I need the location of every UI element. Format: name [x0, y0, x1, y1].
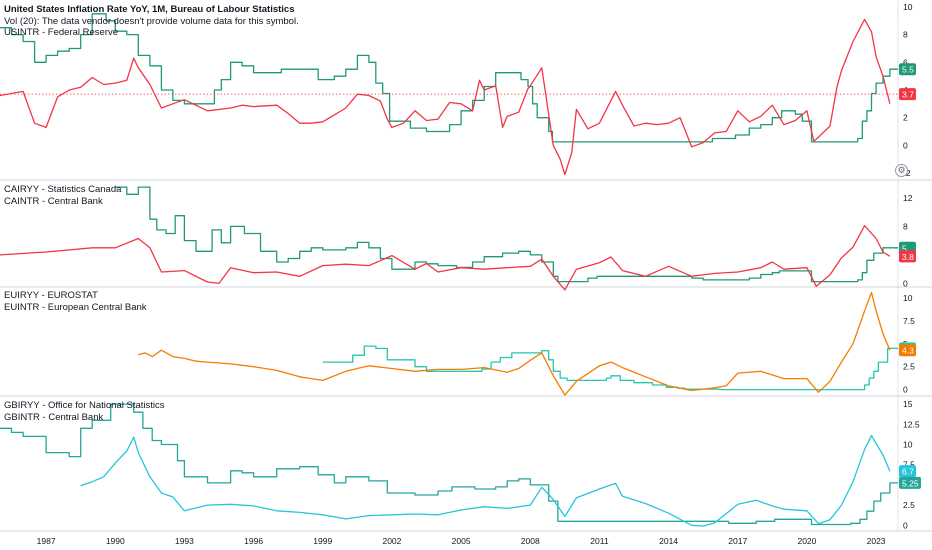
panel-2-legend: CAIRYY - Statistics Canada CAINTR - Cent… — [4, 184, 121, 207]
y-tick-label: 0 — [903, 278, 908, 288]
panel-3-legend: EUIRYY - EUROSTAT EUINTR - European Cent… — [4, 290, 147, 313]
series-line — [322, 345, 898, 391]
gear-icon[interactable]: ⚙ — [895, 164, 908, 177]
x-tick-label: 1990 — [106, 536, 125, 546]
last-value-badge — [899, 476, 921, 489]
y-tick-label: 10 — [903, 440, 913, 450]
y-tick-label: 8 — [903, 221, 908, 231]
x-tick-label: 2011 — [590, 536, 609, 546]
last-value-badge-label: 5.5 — [902, 65, 914, 75]
last-value-badge — [899, 88, 916, 101]
series-line — [80, 434, 891, 527]
y-tick-label: 7.5 — [903, 316, 915, 326]
y-tick-label: 2 — [903, 113, 908, 123]
x-tick-label: 1999 — [313, 536, 332, 546]
series-line — [0, 18, 891, 176]
y-tick-label: 12.5 — [903, 419, 920, 429]
last-value-badge-label: 6.7 — [902, 467, 914, 477]
legend-line: GBINTR - Central Bank — [4, 411, 104, 423]
y-tick-label: 2.5 — [903, 500, 915, 510]
series-line — [138, 291, 891, 396]
x-tick-label: 2020 — [797, 536, 816, 546]
series-line — [0, 225, 891, 291]
x-tick-label: 1987 — [37, 536, 56, 546]
x-tick-label: 2002 — [382, 536, 401, 546]
legend-line: Vol (20): The data vendor doesn't provid… — [4, 15, 299, 27]
series-line — [0, 403, 898, 526]
last-value-badge-label: 3.8 — [902, 252, 914, 262]
y-tick-label: 10 — [903, 2, 913, 12]
x-tick-label: 2023 — [867, 536, 886, 546]
legend-line: USINTR - Federal Reserve — [4, 27, 119, 38]
last-value-badge — [899, 250, 916, 263]
y-tick-label: 0 — [903, 140, 908, 150]
series-line — [0, 13, 898, 143]
x-tick-label: 2017 — [728, 536, 747, 546]
last-value-badge-label: 3.7 — [902, 90, 914, 100]
x-tick-label: 2005 — [452, 536, 471, 546]
x-tick-label: 1993 — [175, 536, 194, 546]
last-value-badge-label: 5.25 — [902, 478, 919, 488]
legend-line: GBIRYY - Office for National Statistics — [4, 400, 165, 411]
y-tick-label: 10 — [903, 293, 913, 303]
last-value-badge — [899, 63, 916, 76]
y-tick-label: 2.5 — [903, 362, 915, 372]
y-tick-label: 12 — [903, 193, 913, 203]
legend-line: United States Inflation Rate YoY, 1M, Bu… — [4, 4, 295, 15]
last-value-badge-label: 5 — [902, 243, 907, 253]
last-value-badge — [899, 465, 916, 478]
x-tick-label: 2008 — [521, 536, 540, 546]
last-value-badge-label: 4.3 — [902, 346, 914, 356]
y-tick-label: 15 — [903, 399, 913, 409]
legend-line: CAINTR - Central Bank — [4, 195, 103, 207]
legend-line: EUIRYY - EUROSTAT — [4, 290, 98, 301]
y-tick-label: 8 — [903, 30, 908, 40]
panel-4-legend: GBIRYY - Office for National Statistics … — [4, 400, 165, 423]
x-tick-label: 2014 — [659, 536, 678, 546]
y-tick-label: 6 — [903, 57, 908, 67]
panel-1-legend: United States Inflation Rate YoY, 1M, Bu… — [4, 4, 299, 39]
legend-line: EUINTR - European Central Bank — [4, 301, 147, 313]
x-tick-label: 1996 — [244, 536, 263, 546]
legend-line: CAIRYY - Statistics Canada — [4, 184, 122, 195]
y-tick-label: 0 — [903, 385, 908, 395]
last-value-badge — [899, 344, 916, 357]
y-tick-label: 7.5 — [903, 460, 915, 470]
y-tick-label: 0 — [903, 520, 908, 530]
